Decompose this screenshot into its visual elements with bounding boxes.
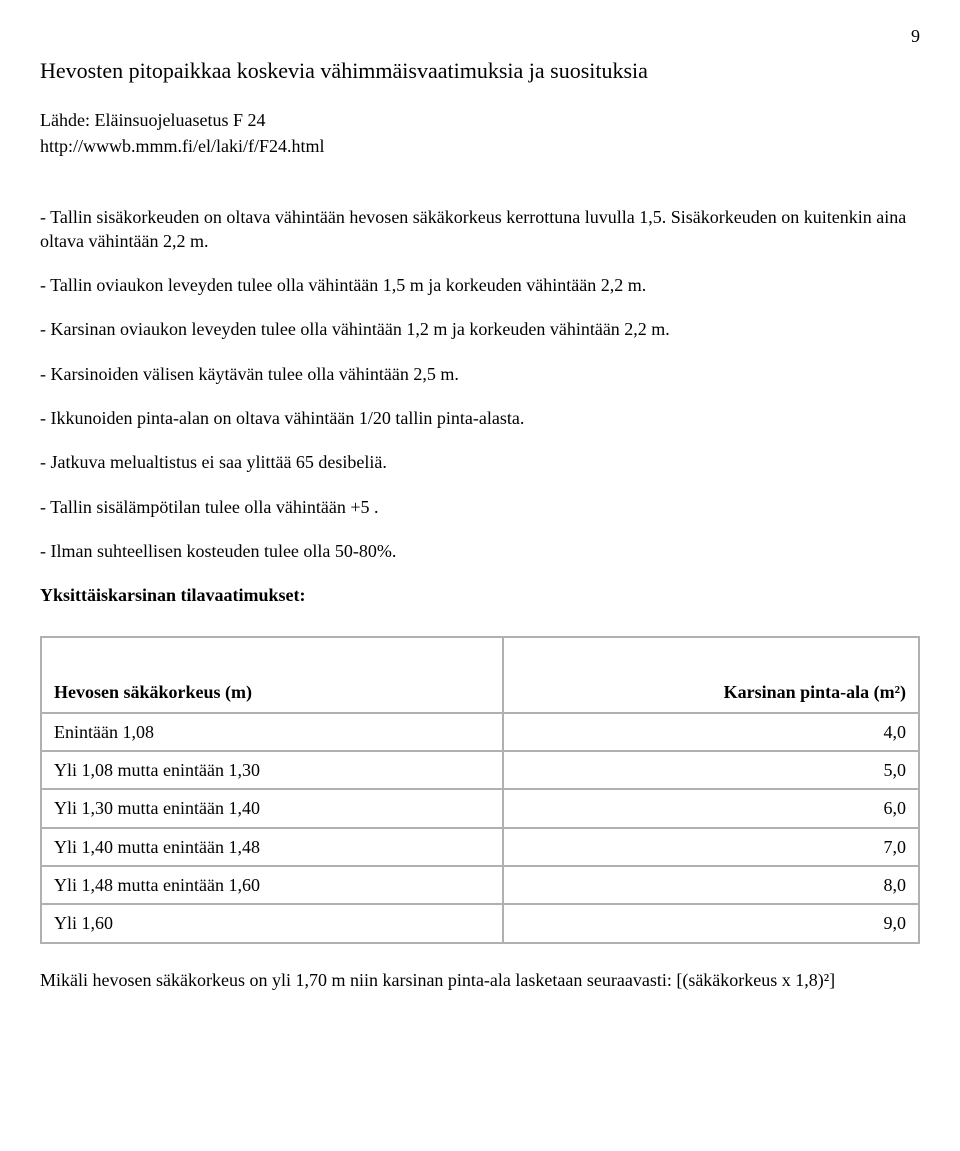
paragraph: - Tallin oviaukon leveyden tulee olla vä… — [40, 273, 920, 297]
paragraph: - Tallin sisälämpötilan tulee olla vähin… — [40, 495, 920, 519]
table-cell: Yli 1,48 mutta enintään 1,60 — [41, 866, 503, 904]
page-number: 9 — [40, 24, 920, 48]
table-cell: Yli 1,08 mutta enintään 1,30 — [41, 751, 503, 789]
table-cell: Yli 1,40 mutta enintään 1,48 — [41, 828, 503, 866]
requirements-table: Hevosen säkäkorkeus (m) Karsinan pinta-a… — [40, 636, 920, 944]
paragraph: - Jatkuva melualtistus ei saa ylittää 65… — [40, 450, 920, 474]
table-cell: 9,0 — [503, 904, 919, 942]
table-cell: Yli 1,60 — [41, 904, 503, 942]
table-header: Karsinan pinta-ala (m²) — [503, 637, 919, 713]
table-row: Yli 1,30 mutta enintään 1,40 6,0 — [41, 789, 919, 827]
paragraph: - Ikkunoiden pinta-alan on oltava vähint… — [40, 406, 920, 430]
source-url: http://wwwb.mmm.fi/el/laki/f/F24.html — [40, 134, 920, 158]
table-cell: 5,0 — [503, 751, 919, 789]
source-label: Lähde: Eläinsuojeluasetus F 24 — [40, 108, 920, 132]
paragraph: - Karsinan oviaukon leveyden tulee olla … — [40, 317, 920, 341]
table-header: Hevosen säkäkorkeus (m) — [41, 637, 503, 713]
table-row: Yli 1,40 mutta enintään 1,48 7,0 — [41, 828, 919, 866]
table-footnote: Mikäli hevosen säkäkorkeus on yli 1,70 m… — [40, 968, 920, 992]
table-row: Yli 1,60 9,0 — [41, 904, 919, 942]
table-row: Enintään 1,08 4,0 — [41, 713, 919, 751]
table-cell: 7,0 — [503, 828, 919, 866]
paragraph: - Karsinoiden välisen käytävän tulee oll… — [40, 362, 920, 386]
table-row: Yli 1,08 mutta enintään 1,30 5,0 — [41, 751, 919, 789]
paragraph: - Tallin sisäkorkeuden on oltava vähintä… — [40, 205, 920, 254]
table-cell: 6,0 — [503, 789, 919, 827]
table-cell: Yli 1,30 mutta enintään 1,40 — [41, 789, 503, 827]
page-title: Hevosten pitopaikkaa koskevia vähimmäisv… — [40, 56, 920, 86]
paragraph: - Ilman suhteellisen kosteuden tulee oll… — [40, 539, 920, 563]
table-row: Yli 1,48 mutta enintään 1,60 8,0 — [41, 866, 919, 904]
table-cell: Enintään 1,08 — [41, 713, 503, 751]
table-cell: 8,0 — [503, 866, 919, 904]
table-subheading: Yksittäiskarsinan tilavaatimukset: — [40, 583, 920, 607]
table-header-row: Hevosen säkäkorkeus (m) Karsinan pinta-a… — [41, 637, 919, 713]
table-cell: 4,0 — [503, 713, 919, 751]
